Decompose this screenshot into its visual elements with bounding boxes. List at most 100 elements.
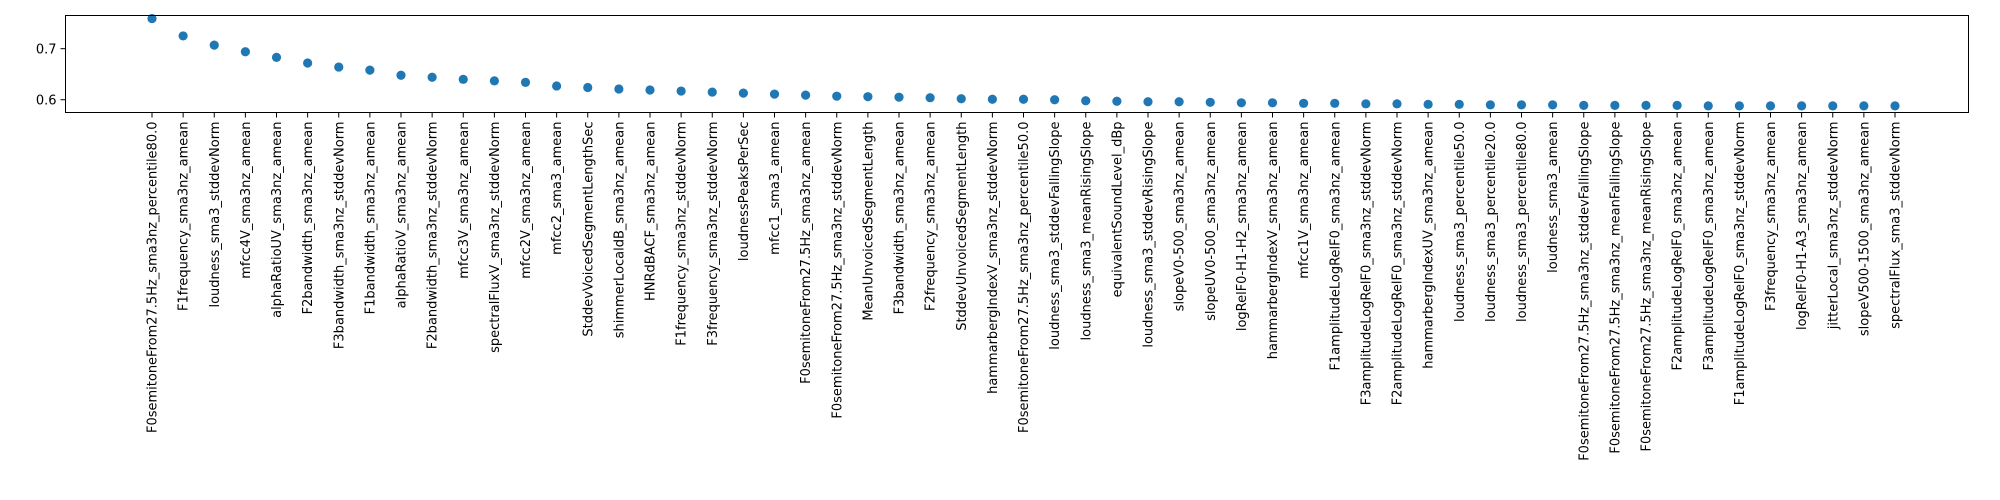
data-point xyxy=(365,65,375,75)
data-point xyxy=(894,92,904,102)
x-tick-label: loudness_sma3_percentile20.0 xyxy=(1484,122,1499,322)
x-tick-label: F1amplitudeLogRelF0_sma3nz_amean xyxy=(1328,122,1343,371)
x-tick-label: slopeUV0-500_sma3nz_amean xyxy=(1204,122,1219,321)
x-tick-label: loudness_sma3_amean xyxy=(1546,122,1561,273)
x-tick-label: F3amplitudeLogRelF0_sma3nz_stddevNorm xyxy=(1359,122,1374,406)
x-tick-label: MeanUnvoicedSegmentLength xyxy=(861,122,876,321)
x-tick-label: F0semitoneFrom27.5Hz_sma3nz_percentile50… xyxy=(1017,122,1032,434)
x-tick-label: jitterLocal_sma3nz_stddevNorm xyxy=(1826,122,1841,331)
data-point xyxy=(738,88,748,98)
x-tick-label: mfcc4V_sma3nz_amean xyxy=(239,122,254,279)
x-tick-label: equivalentSoundLevel_dBp xyxy=(1110,122,1125,298)
data-point xyxy=(1143,97,1153,107)
x-axis: F0semitoneFrom27.5Hz_sma3nz_percentile80… xyxy=(146,112,1904,461)
data-point xyxy=(1485,100,1495,110)
data-point xyxy=(1610,100,1620,110)
y-tick-label: 0.6 xyxy=(36,94,57,109)
data-point xyxy=(1392,99,1402,109)
plot-frame xyxy=(65,15,1969,113)
data-point xyxy=(1859,101,1869,111)
data-point xyxy=(427,72,437,82)
x-tick-label: spectralFluxV_sma3nz_stddevNorm xyxy=(488,122,503,353)
x-tick-label: F0semitoneFrom27.5Hz_sma3nz_amean xyxy=(799,122,814,384)
data-point xyxy=(1081,96,1091,106)
x-tick-label: logRelF0-H1-A3_sma3nz_amean xyxy=(1795,122,1810,331)
x-tick-label: mfcc1_sma3_amean xyxy=(768,122,783,255)
y-axis: 0.6 0.7 xyxy=(36,43,66,109)
data-point xyxy=(178,31,188,41)
x-tick-label: F2amplitudeLogRelF0_sma3nz_stddevNorm xyxy=(1391,122,1406,406)
data-point xyxy=(1299,98,1309,108)
data-point xyxy=(645,85,655,95)
x-tick-label: F2bandwidth_sma3nz_amean xyxy=(301,122,316,315)
y-tick-label: 0.7 xyxy=(36,43,57,58)
data-point xyxy=(1205,97,1215,107)
x-tick-label: F1frequency_sma3nz_stddevNorm xyxy=(675,122,690,346)
data-point xyxy=(1641,100,1651,110)
data-point xyxy=(1579,100,1589,110)
x-tick-label: F3bandwidth_sma3nz_stddevNorm xyxy=(332,122,347,350)
x-tick-label: loudness_sma3_percentile80.0 xyxy=(1515,122,1530,322)
x-tick-label: F3frequency_sma3nz_stddevNorm xyxy=(706,122,721,346)
x-tick-label: F1bandwidth_sma3nz_amean xyxy=(363,122,378,315)
x-tick-label: mfcc1V_sma3nz_amean xyxy=(1297,122,1312,279)
x-tick-label: spectralFlux_sma3_stddevNorm xyxy=(1889,122,1904,329)
x-tick-label: alphaRatioV_sma3nz_amean xyxy=(395,122,410,309)
data-point xyxy=(1516,100,1527,110)
x-tick-label: mfcc2_sma3_amean xyxy=(550,122,565,255)
x-tick-label: hammarbergIndexUV_sma3nz_amean xyxy=(1422,122,1437,369)
x-tick-label: F3frequency_sma3nz_amean xyxy=(1764,122,1779,312)
x-tick-label: hammarbergIndexV_sma3nz_stddevNorm xyxy=(986,122,1001,394)
data-point xyxy=(769,89,780,99)
data-point xyxy=(1797,101,1807,111)
x-tick-label: F3bandwidth_sma3nz_amean xyxy=(893,122,908,315)
x-tick-label: alphaRatioUV_sma3nz_amean xyxy=(270,122,285,318)
data-point xyxy=(1361,99,1371,109)
data-point xyxy=(303,58,313,68)
x-tick-label: F0semitoneFrom27.5Hz_sma3nz_meanFallingS… xyxy=(1608,122,1623,454)
data-point xyxy=(147,13,157,24)
x-tick-label: hammarbergIndexV_sma3nz_amean xyxy=(1266,122,1281,360)
data-point xyxy=(1423,99,1433,109)
data-point xyxy=(863,92,873,102)
data-point xyxy=(209,40,219,50)
data-point xyxy=(1703,101,1713,111)
data-point xyxy=(1174,97,1184,107)
data-point xyxy=(1548,100,1558,110)
data-point xyxy=(1018,94,1029,104)
x-tick-label: F3amplitudeLogRelF0_sma3nz_amean xyxy=(1702,122,1717,371)
data-point xyxy=(676,86,686,96)
data-point xyxy=(956,94,966,104)
x-tick-label: loudness_sma3_stddevNorm xyxy=(208,122,223,308)
data-point xyxy=(520,77,531,87)
data-point xyxy=(1330,98,1340,108)
x-tick-label: F1amplitudeLogRelF0_sma3nz_stddevNorm xyxy=(1733,122,1748,406)
x-tick-label: mfcc3V_sma3nz_amean xyxy=(457,122,472,279)
x-tick-label: loudnessPeaksPerSec xyxy=(737,122,752,262)
x-tick-label: loudness_sma3_percentile50.0 xyxy=(1453,122,1468,322)
data-point xyxy=(925,93,935,103)
x-tick-label: F1frequency_sma3nz_amean xyxy=(177,122,192,312)
data-point xyxy=(334,62,344,72)
x-tick-label: F0semitoneFrom27.5Hz_sma3nz_stddevFallin… xyxy=(1577,122,1592,461)
data-point xyxy=(1236,98,1246,108)
data-points xyxy=(147,13,1900,111)
x-tick-label: slopeV0-500_sma3nz_amean xyxy=(1173,122,1188,312)
data-point xyxy=(240,47,250,57)
x-tick-label: mfcc2V_sma3nz_amean xyxy=(519,122,534,279)
data-point xyxy=(1112,96,1122,106)
x-tick-label: F0semitoneFrom27.5Hz_sma3nz_stddevNorm xyxy=(830,122,845,419)
data-point xyxy=(801,90,811,100)
x-tick-label: StddevVoicedSegmentLengthSec xyxy=(581,122,596,337)
data-point xyxy=(552,81,562,91)
x-tick-label: loudness_sma3_meanRisingSlope xyxy=(1079,121,1094,340)
data-point xyxy=(1890,101,1900,111)
x-tick-label: F2amplitudeLogRelF0_sma3nz_amean xyxy=(1671,122,1686,371)
data-point xyxy=(1828,101,1838,111)
data-point xyxy=(1267,98,1278,108)
x-tick-label: F2frequency_sma3nz_amean xyxy=(924,122,939,312)
x-tick-label: shimmerLocaldB_sma3nz_amean xyxy=(612,122,627,339)
data-point xyxy=(987,94,997,104)
data-point xyxy=(614,84,624,94)
